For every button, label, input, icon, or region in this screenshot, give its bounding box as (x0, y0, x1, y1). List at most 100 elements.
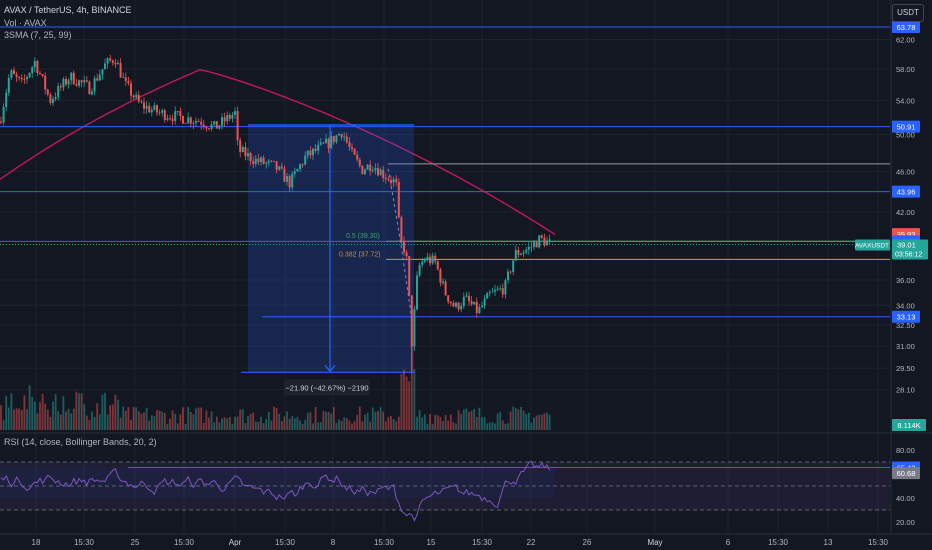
volume-bar (132, 406, 135, 430)
volume-bar (447, 420, 450, 430)
volume-bar (416, 416, 418, 430)
candle-body (187, 117, 190, 124)
volume-bar (426, 423, 429, 430)
candle-body (358, 159, 361, 166)
volume-bar (244, 423, 247, 430)
candle-body (377, 168, 379, 176)
candle-body (153, 105, 156, 110)
level-tag-63-78-bg (892, 20, 920, 33)
candle-body (96, 78, 99, 81)
candle-body (460, 305, 463, 310)
volume-bar (143, 412, 145, 430)
candle-body (330, 136, 333, 148)
volume-bar (262, 423, 265, 430)
candle-body (137, 94, 140, 102)
volume-bar (85, 415, 88, 430)
candle-body (15, 74, 18, 77)
volume-bar (174, 413, 177, 430)
volume-bar (13, 409, 15, 430)
volume-bar (39, 402, 41, 430)
candle-body (210, 124, 213, 129)
candle-body (184, 123, 187, 124)
candle-body (179, 111, 182, 117)
candle-body (195, 120, 197, 123)
candle-body (447, 295, 450, 302)
volume-bar (109, 405, 112, 430)
volume-bar (327, 411, 330, 430)
volume-bar (332, 407, 335, 430)
candle-body (171, 118, 174, 122)
candle-body (192, 122, 195, 124)
candle-body (124, 77, 127, 81)
fib-label-0-5: 0.5 (39.30) (346, 233, 380, 240)
candle-body (520, 253, 522, 255)
volume-bar (509, 411, 512, 430)
volume-bar (2, 419, 5, 430)
volume-bar (78, 393, 80, 430)
candle-body (166, 118, 169, 120)
candle-body (335, 135, 338, 143)
candle-body (405, 252, 408, 257)
candle-body (470, 301, 473, 305)
time-tick-label: 15:30 (768, 538, 789, 547)
volume-bar (104, 392, 106, 430)
candle-body (98, 74, 101, 81)
volume-bar (145, 407, 148, 430)
candle-body (436, 261, 439, 270)
candle-body (483, 298, 486, 306)
volume-bar (111, 404, 114, 430)
candle-body (145, 105, 148, 109)
volume-bar (192, 414, 195, 430)
volume-bar (26, 409, 28, 430)
candle-body (418, 264, 421, 276)
time-tick-label: 15:30 (74, 538, 95, 547)
candle-body (218, 125, 221, 129)
volume-bar (265, 419, 268, 430)
volume-bar (436, 415, 439, 430)
currency-button[interactable]: USDT (892, 4, 924, 22)
volume-bar (226, 418, 229, 430)
candle-body (280, 166, 283, 169)
candle-body (189, 117, 192, 124)
time-tick-label: 6 (726, 538, 731, 547)
volume-bar (176, 423, 179, 430)
volume-bar (452, 422, 455, 430)
candle-body (270, 160, 273, 162)
volume-bar (494, 423, 496, 430)
candle-body (408, 256, 411, 296)
candle-body (28, 72, 31, 78)
candle-body (525, 249, 528, 253)
candle-body (59, 86, 62, 88)
volume-bar (52, 401, 54, 430)
volume-bar (114, 394, 117, 430)
candle-body (309, 150, 312, 156)
candle-body (7, 77, 10, 93)
volume-bar (247, 416, 249, 430)
volume-bar (457, 410, 460, 430)
candle-body (439, 269, 442, 283)
volume-bar (371, 407, 374, 430)
candle-body (117, 62, 119, 65)
volume-bars (0, 320, 551, 430)
candle-body (379, 169, 382, 176)
candle-body (223, 117, 226, 122)
current-price-countdown: 03:56:12 (895, 251, 922, 258)
candle-body (468, 295, 470, 302)
volume-bar (80, 393, 83, 430)
volume-bar (169, 418, 171, 430)
candle-body (249, 152, 252, 162)
candle-body (200, 121, 203, 125)
volume-bar (273, 406, 275, 430)
volume-bar (20, 409, 23, 430)
symbol-tag: AVAXUSDT (855, 242, 889, 249)
volume-bar (312, 423, 314, 430)
candle-body (275, 161, 278, 170)
candle-body (49, 94, 52, 103)
candle-body (174, 111, 177, 122)
candle-body (361, 165, 364, 175)
volume-bar (478, 407, 481, 430)
volume-bar (291, 416, 294, 430)
candle-body (62, 79, 65, 88)
level-tag-43-96: 43.96 (897, 188, 916, 197)
